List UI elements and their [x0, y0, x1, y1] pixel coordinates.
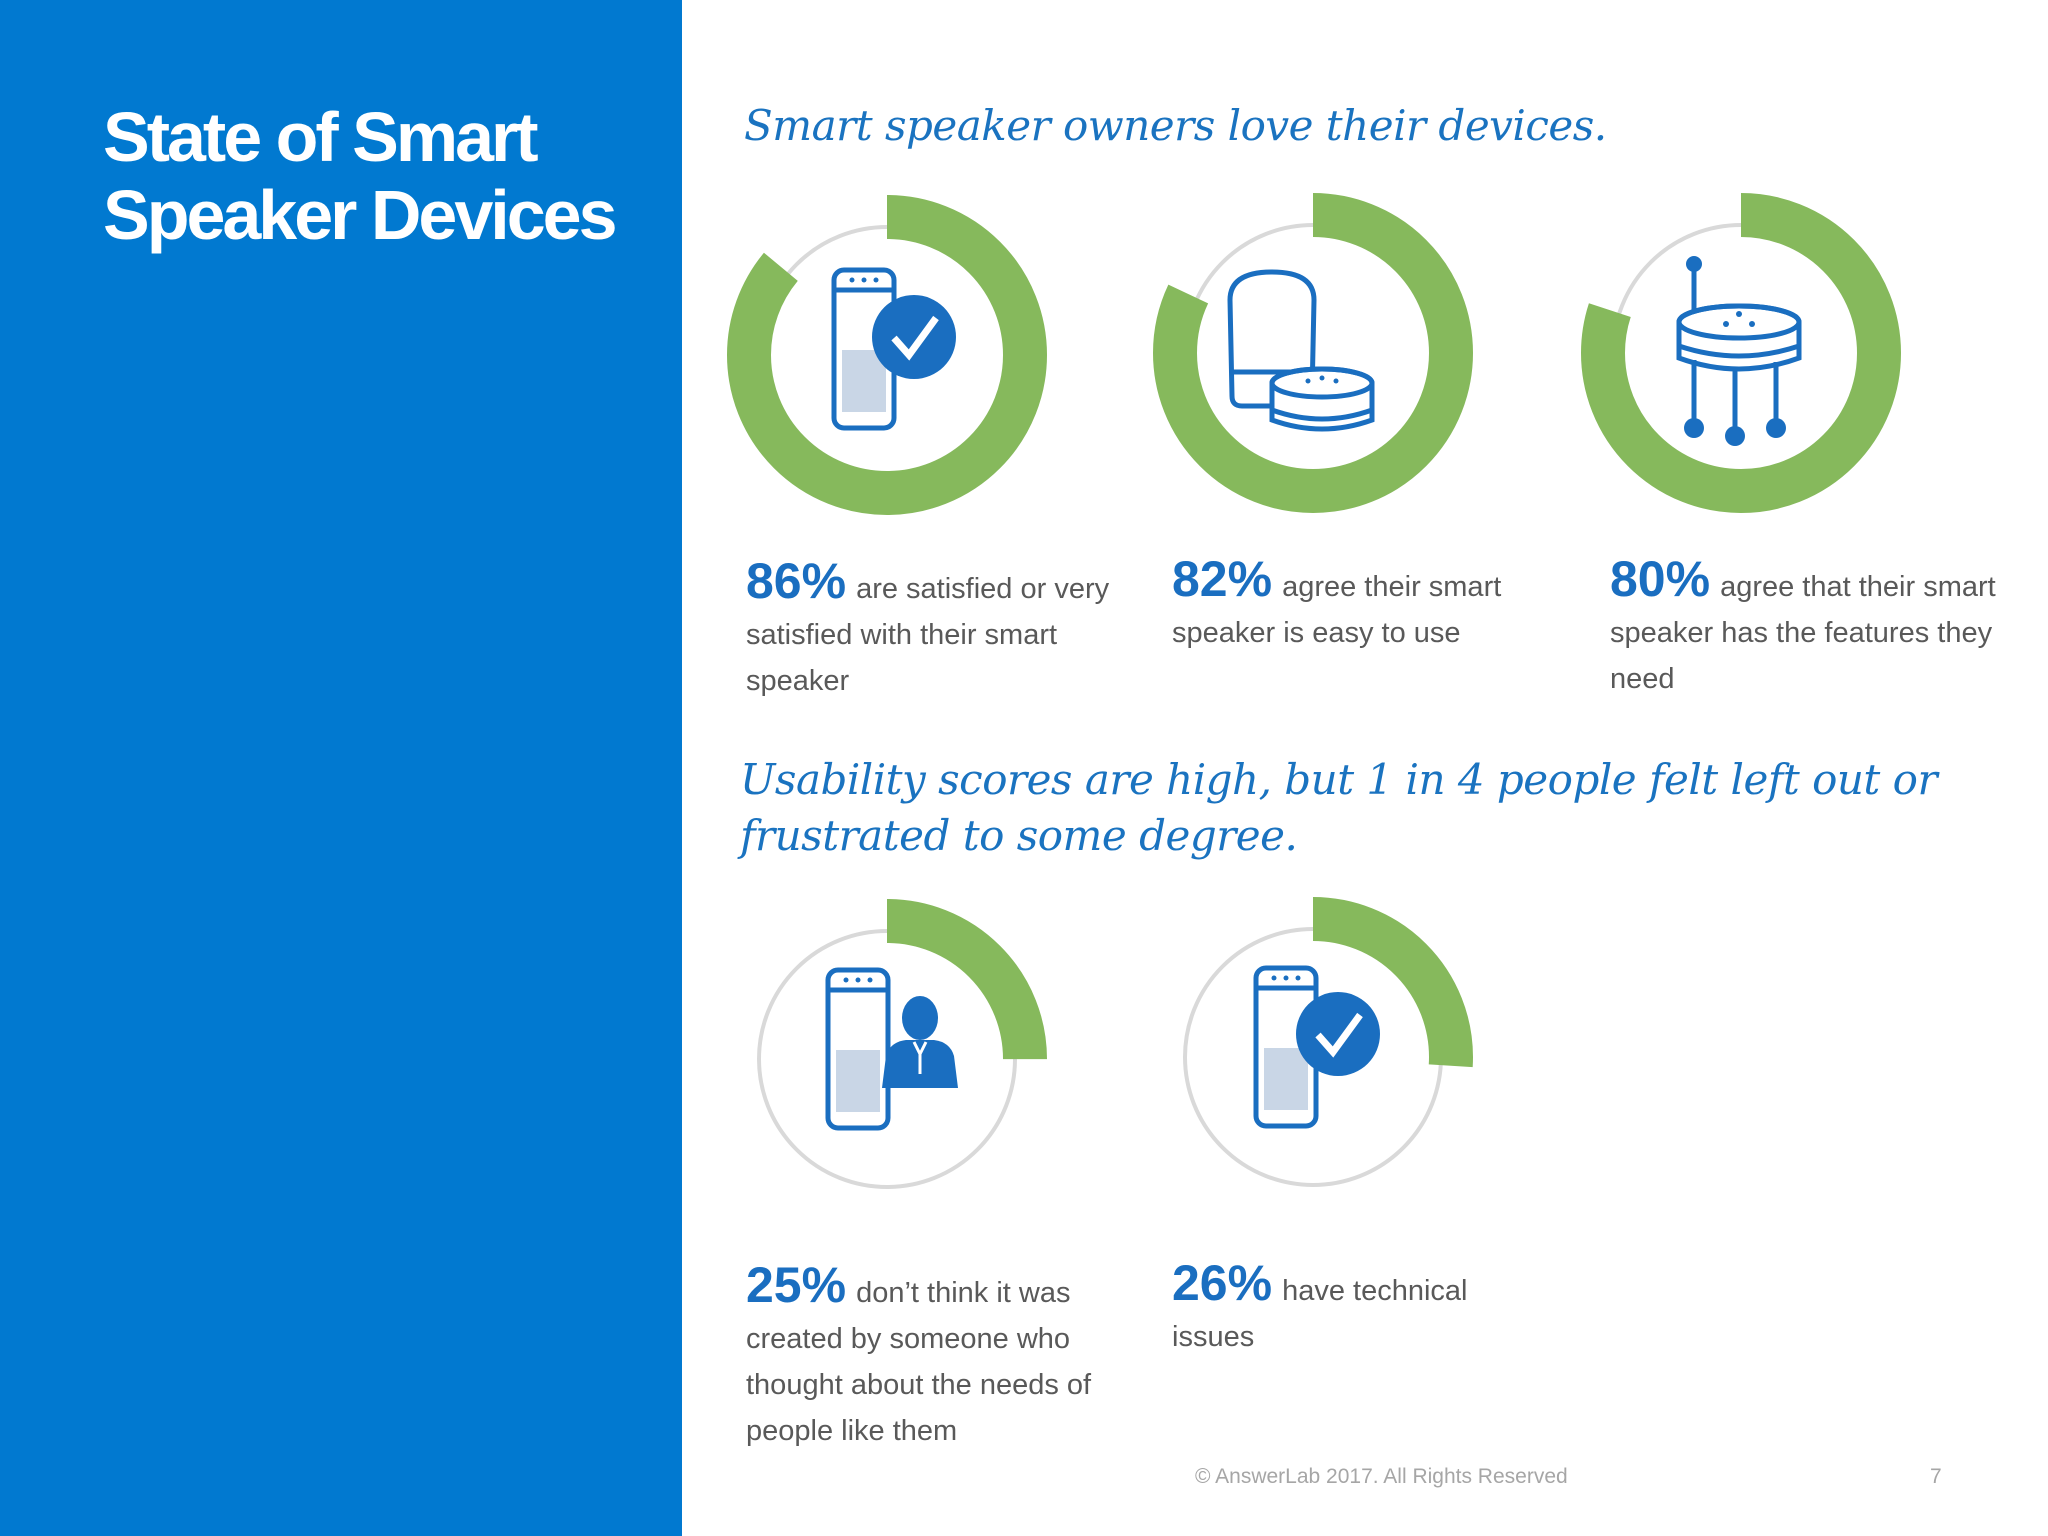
page-title: State of Smart Speaker Devices: [103, 98, 618, 254]
satisfaction-ring-chart: [722, 190, 1052, 520]
stat-percent: 82%: [1172, 551, 1273, 607]
tall-speaker-checkmark-icon: [1253, 965, 1380, 1129]
stat-description: have technical issues: [1172, 1275, 1468, 1353]
stat-has-features: 80% agree that their smart speaker has th…: [1610, 554, 2000, 702]
stat-description: are satisfied or very satisfied with the…: [746, 573, 1110, 697]
stat-percent: 26%: [1172, 1255, 1273, 1311]
puck-speaker-connections-icon: [1676, 256, 1802, 446]
stat-satisfied: 86% are satisfied or very satisfied with …: [746, 556, 1136, 704]
stat-description: agree their smart speaker is easy to use: [1172, 571, 1502, 649]
title-panel: State of Smart Speaker Devices: [0, 0, 682, 1536]
stat-description: agree that their smart speaker has the f…: [1610, 571, 1996, 695]
stat-technical-issues: 26% have technical issues: [1172, 1258, 1512, 1360]
tall-speaker-person-icon: [825, 967, 958, 1131]
technical-issues-ring-chart: [1148, 892, 1478, 1222]
ease-of-use-ring-chart: [1148, 188, 1478, 518]
stat-percent: 80%: [1610, 551, 1711, 607]
tall-speaker-checkmark-icon: [831, 267, 956, 431]
stat-percent: 86%: [746, 553, 847, 609]
stat-percent: 25%: [746, 1257, 847, 1313]
stat-description: don’t think it was created by someone wh…: [746, 1277, 1092, 1447]
left-out-ring-chart: [722, 894, 1052, 1224]
speaker-pair-icon: [1227, 269, 1375, 432]
section-heading-satisfaction: Smart speaker owners love their devices.: [744, 101, 1607, 150]
features-ring-chart: [1576, 188, 1906, 518]
copyright-footer: © AnswerLab 2017. All Rights Reserved: [1195, 1465, 1568, 1488]
page-number: 7: [1930, 1465, 1942, 1488]
section-heading-usability: Usability scores are high, but 1 in 4 pe…: [740, 755, 1938, 860]
stat-left-out: 25% don’t think it was created by someone…: [746, 1260, 1136, 1454]
stat-easy-to-use: 82% agree their smart speaker is easy to …: [1172, 554, 1562, 656]
